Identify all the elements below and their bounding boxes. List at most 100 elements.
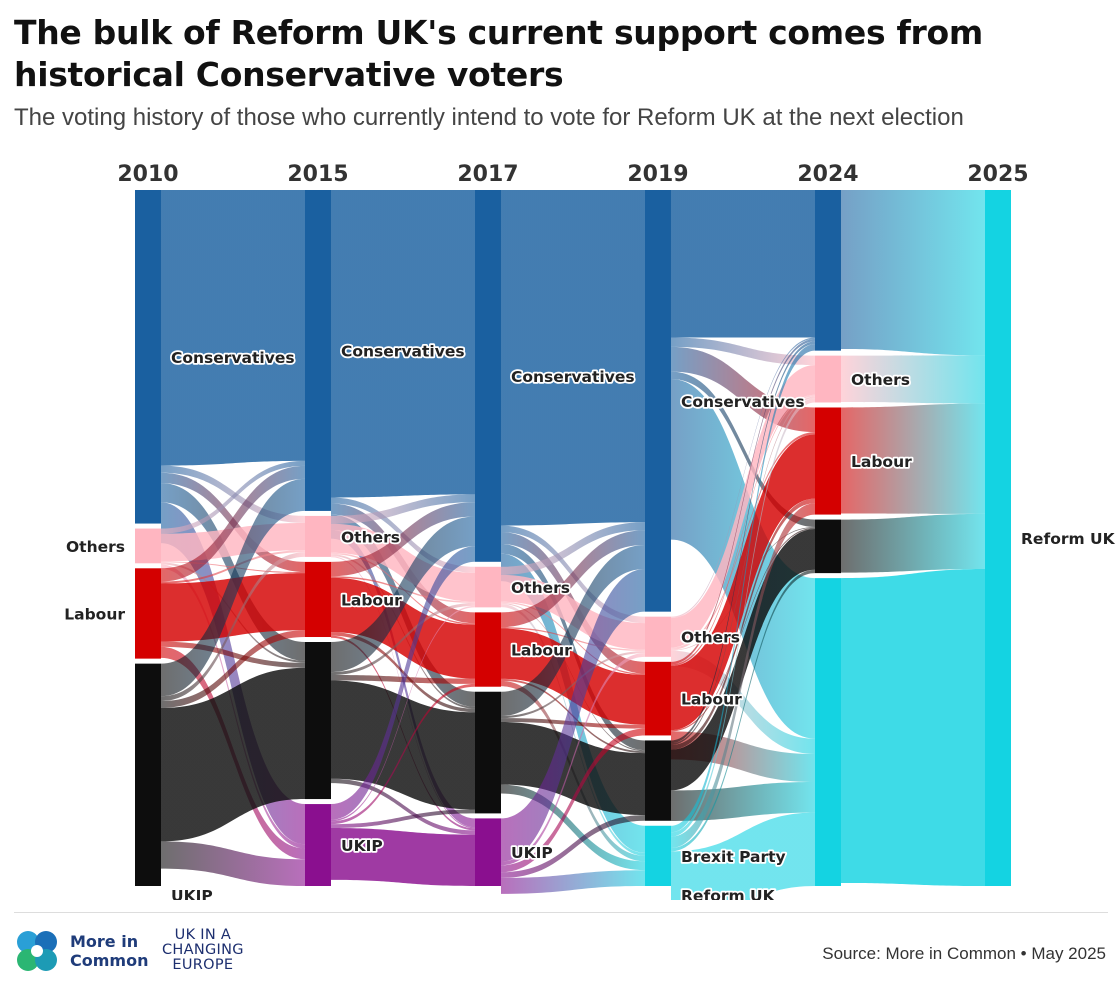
node-2017-ukip bbox=[475, 818, 501, 886]
node-labels: Conservatives Others Labour UKIP Conservativ… bbox=[64, 341, 1116, 900]
node-2024-reform-uk bbox=[815, 578, 841, 886]
node-label-2025-reform-uk: Reform UK bbox=[1021, 530, 1116, 548]
flow-labour-to-labour bbox=[161, 573, 305, 642]
source-note: Source: More in Common • May 2025 bbox=[822, 944, 1106, 963]
flow-labour-to-others bbox=[161, 550, 305, 584]
flow-others-to-conservatives bbox=[671, 337, 815, 619]
flow-brexit-party-to-labour bbox=[671, 503, 815, 848]
flow-brexit-party-to-reform-uk bbox=[671, 812, 815, 900]
flow-conservatives-to-conservatives bbox=[161, 190, 305, 466]
flow-conservatives-to-conservatives bbox=[331, 190, 475, 498]
node-2017-labour bbox=[475, 612, 501, 687]
node-2015-ukip bbox=[305, 804, 331, 886]
node-label-2019-brexit-party: Brexit Party bbox=[681, 848, 786, 866]
flow-ukip-to-conservatives bbox=[331, 546, 475, 820]
flow-black-to-conservatives bbox=[331, 516, 475, 673]
flow-black-to-labour bbox=[671, 498, 815, 750]
flow-labour-to-others bbox=[671, 394, 815, 666]
node-2019-conservatives bbox=[645, 190, 671, 612]
flow-black-to-ukip bbox=[161, 841, 305, 886]
flow-labour-to-black bbox=[671, 527, 815, 732]
node-2025-reform-uk bbox=[985, 190, 1011, 886]
node-label-2017-labour: Labour bbox=[511, 642, 572, 660]
flow-conservatives-to-others bbox=[161, 465, 305, 523]
flow-brexit-party-to-others bbox=[671, 398, 815, 837]
logo-line: EUROPE bbox=[172, 957, 234, 973]
node-2010-conservatives bbox=[135, 190, 161, 524]
uk-changing-europe-logo: UK IN A CHANGING EUROPE bbox=[162, 928, 244, 973]
node-2017-black bbox=[475, 691, 501, 814]
flow-black-to-others bbox=[161, 552, 305, 702]
flow-black-to-others bbox=[671, 396, 815, 745]
node-label-2010-others: Others bbox=[66, 538, 125, 556]
flow-others-to-reform-uk bbox=[671, 650, 815, 754]
flow-labour-to-conservatives bbox=[331, 502, 475, 577]
node-label-2024-others: Others bbox=[851, 371, 910, 389]
node-2024-conservatives bbox=[815, 190, 841, 351]
logo-line: CHANGING bbox=[162, 942, 244, 958]
node-2015-labour bbox=[305, 561, 331, 638]
flow-black-to-labour bbox=[161, 630, 305, 708]
flow-labour-to-reform-uk bbox=[841, 403, 985, 514]
flow-ukip-to-ukip bbox=[331, 828, 475, 886]
flow-ukip-to-black bbox=[331, 809, 475, 829]
flow-labour-to-black bbox=[331, 632, 475, 713]
node-label-2015-ukip: UKIP bbox=[341, 837, 383, 855]
flow-layer bbox=[161, 190, 985, 900]
logo-line: More in bbox=[70, 932, 139, 951]
chart-title: The bulk of Reform UK's current support … bbox=[14, 13, 983, 94]
node-label-2017-others: Others bbox=[511, 579, 570, 597]
flow-labour-to-labour bbox=[331, 577, 475, 679]
flow-others-to-reform-uk bbox=[841, 355, 985, 404]
logo-line: Common bbox=[70, 951, 149, 970]
flow-black-to-others bbox=[501, 650, 645, 719]
node-2010-others bbox=[135, 528, 161, 564]
flow-ukip-to-black bbox=[501, 815, 645, 878]
node-2024-black bbox=[815, 519, 841, 574]
flow-others-to-conservatives bbox=[501, 522, 645, 575]
flow-ukip-to-labour bbox=[501, 728, 645, 873]
more-in-common-logo-icon bbox=[17, 931, 57, 971]
node-label-2010-ukip: UKIP bbox=[171, 887, 213, 900]
logo-line: UK IN A bbox=[174, 927, 232, 943]
flow-labour-to-labour bbox=[671, 434, 815, 731]
node-2010-black bbox=[135, 663, 161, 886]
flow-black-to-conservatives bbox=[161, 478, 305, 697]
flow-ukip-to-others bbox=[331, 605, 475, 822]
flow-labour-to-labour bbox=[501, 628, 645, 725]
flow-labour-to-conservatives bbox=[161, 465, 305, 582]
flow-conservatives-to-others bbox=[671, 337, 815, 366]
flow-black-to-reform-uk bbox=[841, 513, 985, 573]
node-label-2024-labour: Labour bbox=[851, 453, 912, 471]
flow-labour-to-conservatives bbox=[671, 338, 815, 665]
flow-conservatives-to-reform-uk bbox=[841, 190, 985, 356]
year-label-2019: 2019 bbox=[627, 162, 688, 187]
node-label-2019-labour: Labour bbox=[681, 691, 742, 709]
node-label-2015-conservatives: Conservatives bbox=[341, 342, 465, 360]
node-label-2019-conservatives: Conservatives bbox=[681, 393, 805, 411]
node-label-2017-conservatives: Conservatives bbox=[511, 368, 635, 386]
flow-black-to-black bbox=[161, 667, 305, 842]
node-layer bbox=[135, 190, 1011, 886]
footer-divider bbox=[14, 912, 1108, 913]
year-label-2017: 2017 bbox=[457, 162, 518, 187]
node-label-2010-labour: Labour bbox=[64, 605, 125, 623]
node-2017-others bbox=[475, 566, 501, 608]
flow-black-to-conservatives bbox=[501, 544, 645, 716]
node-label-2015-labour: Labour bbox=[341, 591, 402, 609]
more-in-common-logo-text: More in Common bbox=[70, 932, 148, 970]
year-label-2010: 2010 bbox=[117, 162, 178, 187]
node-2024-labour bbox=[815, 407, 841, 515]
flow-conservatives-to-conservatives bbox=[501, 190, 645, 526]
flow-black-to-black bbox=[671, 529, 815, 791]
flow-conservatives-to-conservatives bbox=[671, 190, 815, 338]
flow-others-to-conservatives bbox=[161, 460, 305, 534]
node-label-2019-others: Others bbox=[681, 629, 740, 647]
flow-reform-uk-to-reform-uk bbox=[841, 569, 985, 886]
flow-others-to-others bbox=[161, 522, 305, 562]
node-2015-black bbox=[305, 642, 331, 800]
node-2024-others bbox=[815, 355, 841, 403]
flow-black-to-conservatives bbox=[671, 341, 815, 744]
flow-black-to-brexit-party bbox=[501, 784, 645, 871]
flow-ukip-to-others bbox=[501, 653, 645, 866]
